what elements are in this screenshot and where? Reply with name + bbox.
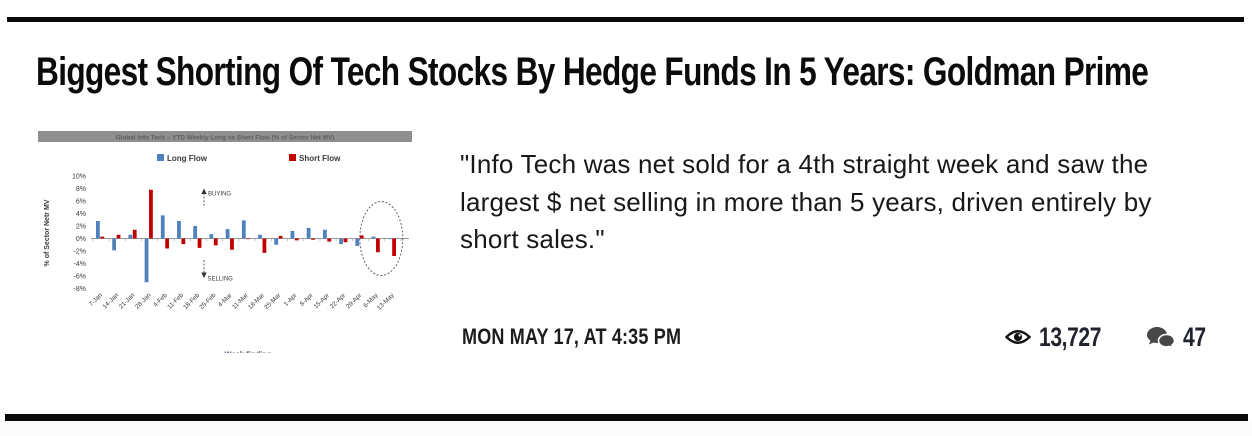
- flow-bar: [306, 227, 311, 239]
- flow-bar: [165, 238, 170, 249]
- y-tick-label: -2%: [74, 248, 86, 255]
- flow-bar: [209, 234, 214, 239]
- flow-bar: [149, 189, 153, 239]
- y-axis-title: % of Sector Netr MV: [44, 199, 51, 266]
- legend-label: Short Flow: [299, 154, 341, 163]
- legend-swatch: [157, 154, 164, 161]
- views-counter: 13,727: [1005, 322, 1119, 353]
- x-tick-label: 14-Jan: [102, 292, 121, 311]
- y-tick-label: 6%: [76, 198, 86, 205]
- flow-bar: [355, 238, 360, 246]
- x-tick-label: 25-Feb: [198, 292, 217, 311]
- flow-bar: [343, 238, 348, 243]
- x-tick-label: 1-Apr: [283, 292, 299, 308]
- y-tick-label: -4%: [74, 261, 86, 268]
- flow-bar: [132, 229, 137, 239]
- flow-bar: [294, 238, 299, 241]
- flow-bar: [339, 238, 343, 245]
- y-tick-label: -6%: [74, 273, 86, 280]
- flow-bar: [327, 238, 332, 242]
- x-tick-label: 22-Apr: [329, 292, 347, 310]
- next-section-strip: [0, 421, 1252, 436]
- chart-title-bar: [38, 131, 412, 142]
- flow-bar: [144, 238, 149, 283]
- flow-bar: [225, 229, 230, 239]
- flow-bar: [128, 234, 133, 239]
- article-meta-row: MON MAY 17, AT 4:35 PM 13,727 47: [462, 322, 1212, 353]
- flow-bar: [96, 221, 100, 239]
- flow-bar: [213, 238, 218, 246]
- flow-bar: [371, 236, 376, 239]
- flow-bar: [375, 238, 380, 253]
- y-tick-label: 2%: [76, 223, 86, 230]
- comments-counter[interactable]: 47: [1146, 321, 1212, 353]
- top-divider: [7, 17, 1244, 22]
- x-tick-label: 25-Mar: [263, 292, 282, 311]
- article-timestamp: MON MAY 17, AT 4:35 PM: [462, 324, 682, 349]
- excerpt-line: largest $ net selling in more than 5 yea…: [460, 186, 1152, 217]
- flow-bar: [311, 238, 315, 240]
- flow-bar: [392, 238, 396, 256]
- x-axis-title: Week Ending: [225, 350, 272, 354]
- speech-bubbles-icon: [1146, 326, 1175, 348]
- eye-icon: [1005, 330, 1032, 344]
- flow-bar: [246, 238, 251, 240]
- flow-bar: [193, 226, 198, 239]
- x-tick-label: 18-Mar: [247, 292, 266, 311]
- x-tick-label: 11-Mar: [231, 292, 250, 311]
- flow-bar: [241, 220, 246, 239]
- x-tick-label: 13-May: [376, 291, 396, 311]
- flow-bar: [322, 229, 327, 239]
- flow-bar: [278, 236, 283, 239]
- flow-chart-svg: Global Info Tech – YTD Weekly Long vs Sh…: [38, 131, 412, 354]
- excerpt-line: "Info Tech was net sold for a 4th straig…: [460, 149, 1149, 179]
- legend-label: Long Flow: [167, 154, 208, 163]
- flow-bar: [197, 238, 202, 248]
- comments-count: 47: [1182, 321, 1206, 352]
- flow-bar: [359, 235, 364, 239]
- flow-bar: [262, 238, 267, 253]
- bottom-divider: [5, 414, 1248, 421]
- flow-bar: [116, 234, 121, 239]
- highlight-ellipse: [359, 201, 404, 276]
- article-thumbnail-chart[interactable]: Global Info Tech – YTD Weekly Long vs Sh…: [36, 128, 417, 353]
- x-tick-label: 29-Apr: [345, 292, 363, 310]
- flow-bar: [177, 221, 181, 239]
- x-tick-label: 21-Jan: [118, 292, 137, 311]
- views-count: 13,727: [1039, 321, 1102, 352]
- x-tick-label: 28-Jan: [134, 292, 153, 311]
- selling-label: SELLING: [208, 277, 234, 283]
- flow-bar: [112, 238, 117, 251]
- flow-bar: [160, 215, 165, 239]
- flow-bar: [230, 238, 234, 250]
- flow-bar: [274, 238, 279, 245]
- article-stats: 13,727 47: [1005, 322, 1212, 353]
- article-headline[interactable]: Biggest Shorting Of Tech Stocks By Hedge…: [36, 50, 1149, 94]
- flow-bar: [258, 234, 262, 239]
- y-tick-label: 0%: [76, 236, 86, 243]
- legend-swatch: [289, 154, 296, 161]
- buying-label: BUYING: [208, 192, 231, 198]
- y-tick-label: 4%: [76, 211, 86, 218]
- excerpt-line: short sales.": [460, 224, 605, 254]
- flow-bar: [100, 236, 105, 239]
- article-excerpt: "Info Tech was net sold for a 4th straig…: [460, 146, 1220, 259]
- x-tick-label: 18-Feb: [182, 292, 201, 311]
- flow-bar: [181, 238, 186, 245]
- y-tick-label: 10%: [72, 173, 86, 180]
- flow-bar: [387, 238, 392, 240]
- flow-bar: [290, 231, 295, 239]
- x-tick-label: 15-Apr: [313, 292, 331, 310]
- y-tick-label: 8%: [76, 186, 86, 193]
- x-tick-label: 11-Feb: [166, 292, 185, 311]
- chart-title: Global Info Tech – YTD Weekly Long vs Sh…: [116, 134, 335, 141]
- y-tick-label: -8%: [74, 286, 86, 293]
